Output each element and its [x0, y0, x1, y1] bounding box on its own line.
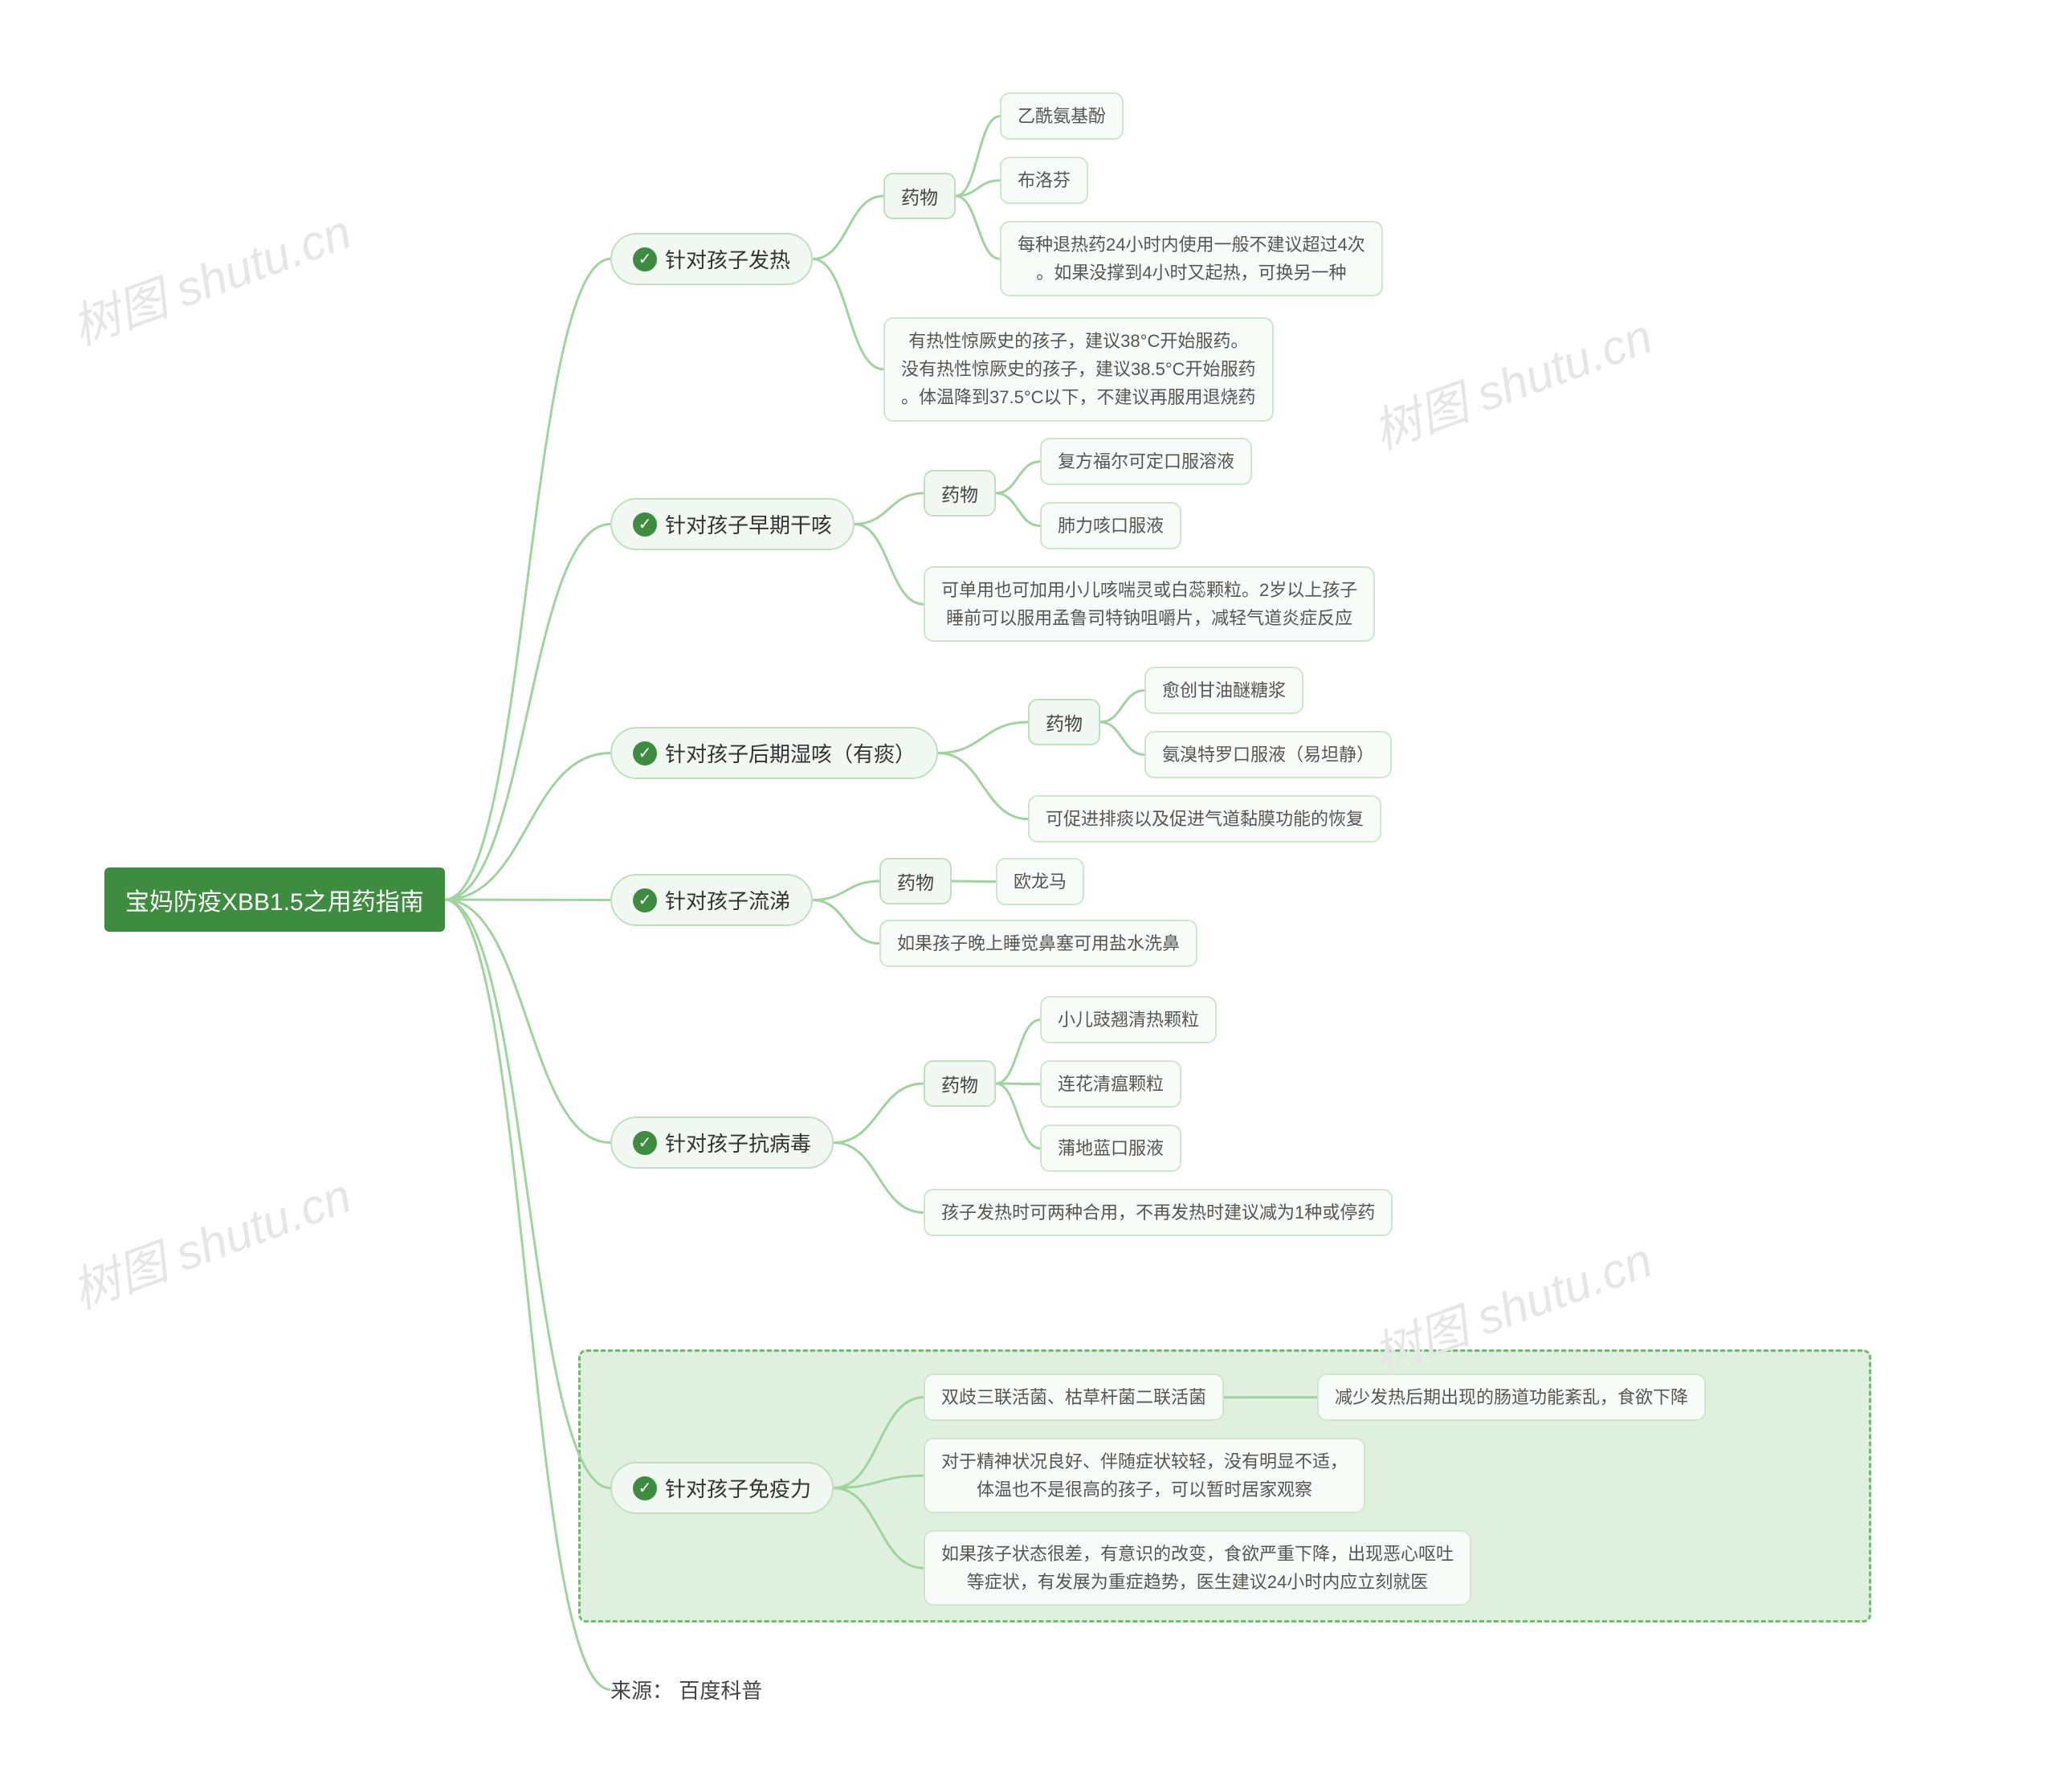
leaf-early-cough-drug-2[interactable]: 肺力咳口服液	[1040, 502, 1181, 549]
sub-label: 药物	[1046, 713, 1083, 734]
branch-late-cough[interactable]: ✓ 针对孩子后期湿咳（有痰）	[610, 727, 938, 779]
sub-label: 药物	[941, 1075, 978, 1096]
leaf-immunity-observe[interactable]: 对于精神状况良好、伴随症状较轻，没有明显不适，体温也不是很高的孩子，可以暂时居家…	[924, 1438, 1365, 1513]
sub-label: 药物	[901, 187, 938, 208]
check-icon: ✓	[633, 247, 657, 271]
leaf-runny-nose-drug-1[interactable]: 欧龙马	[996, 858, 1084, 905]
check-icon: ✓	[633, 512, 657, 537]
check-icon: ✓	[633, 741, 657, 765]
leaf-fever-drug-2[interactable]: 布洛芬	[1000, 157, 1088, 204]
leaf-label: 复方福尔可定口服溶液	[1058, 451, 1234, 471]
branch-label: 针对孩子免疫力	[665, 1473, 811, 1503]
root-node[interactable]: 宝妈防疫XBB1.5之用药指南	[104, 867, 445, 932]
leaf-label: 连花清瘟颗粒	[1058, 1074, 1164, 1094]
check-icon: ✓	[633, 888, 657, 912]
leaf-early-cough-note[interactable]: 可单用也可加用小儿咳喘灵或白蕊颗粒。2岁以上孩子睡前可以服用孟鲁司特钠咀嚼片，减…	[924, 566, 1375, 642]
sub-fever-drug[interactable]: 药物	[883, 173, 956, 219]
leaf-late-cough-note[interactable]: 可促进排痰以及促进气道黏膜功能的恢复	[1028, 795, 1381, 843]
branch-runny-nose[interactable]: ✓ 针对孩子流涕	[610, 874, 813, 926]
branch-label: 针对孩子早期干咳	[665, 509, 832, 539]
branch-early-cough[interactable]: ✓ 针对孩子早期干咳	[610, 498, 855, 550]
leaf-label: 布洛芬	[1018, 170, 1071, 190]
leaf-label: 乙酰氨基酚	[1018, 106, 1106, 126]
leaf-late-cough-drug-1[interactable]: 愈创甘油醚糖浆	[1144, 667, 1303, 714]
sub-label: 药物	[897, 872, 934, 893]
branch-label: 针对孩子抗病毒	[665, 1128, 811, 1157]
leaf-label: 可促进排痰以及促进气道黏膜功能的恢复	[1046, 809, 1364, 829]
leaf-immunity-probiotics-note[interactable]: 减少发热后期出现的肠道功能紊乱，食欲下降	[1317, 1374, 1706, 1421]
leaf-label: 可单用也可加用小儿咳喘灵或白蕊颗粒。2岁以上孩子睡前可以服用孟鲁司特钠咀嚼片，减…	[941, 580, 1357, 628]
branch-label: 针对孩子后期湿咳（有痰）	[665, 738, 916, 768]
leaf-antiviral-note[interactable]: 孩子发热时可两种合用，不再发热时建议减为1种或停药	[924, 1189, 1393, 1236]
leaf-label: 蒲地蓝口服液	[1058, 1138, 1164, 1158]
leaf-label: 有热性惊厥史的孩子，建议38°C开始服药。没有热性惊厥史的孩子，建议38.5°C…	[901, 331, 1256, 407]
leaf-late-cough-drug-2[interactable]: 氨溴特罗口服液（易坦静）	[1144, 731, 1392, 778]
leaf-fever-drug-1[interactable]: 乙酰氨基酚	[1000, 92, 1124, 140]
root-label: 宝妈防疫XBB1.5之用药指南	[125, 889, 424, 916]
leaf-label: 减少发热后期出现的肠道功能紊乱，食欲下降	[1335, 1387, 1688, 1407]
sub-late-cough-drug[interactable]: 药物	[1028, 699, 1100, 745]
leaf-label: 欧龙马	[1014, 872, 1067, 892]
check-icon: ✓	[633, 1476, 657, 1500]
sub-label: 药物	[941, 484, 978, 505]
leaf-immunity-emergency[interactable]: 如果孩子状态很差，有意识的改变，食欲严重下降，出现恶心呕吐等症状，有发展为重症趋…	[924, 1530, 1471, 1606]
leaf-fever-note[interactable]: 有热性惊厥史的孩子，建议38°C开始服药。没有热性惊厥史的孩子，建议38.5°C…	[883, 317, 1274, 422]
check-icon: ✓	[633, 1131, 657, 1155]
leaf-antiviral-drug-3[interactable]: 蒲地蓝口服液	[1040, 1125, 1181, 1172]
branch-label: 来源： 百度科普	[610, 1679, 762, 1703]
branch-label: 针对孩子流涕	[665, 885, 790, 915]
branch-source: 来源： 百度科普	[610, 1667, 762, 1712]
leaf-label: 愈创甘油醚糖浆	[1162, 680, 1286, 700]
sub-runny-nose-drug[interactable]: 药物	[879, 858, 952, 904]
leaf-runny-nose-note[interactable]: 如果孩子晚上睡觉鼻塞可用盐水洗鼻	[879, 920, 1197, 967]
branch-antiviral[interactable]: ✓ 针对孩子抗病毒	[610, 1116, 834, 1169]
leaf-early-cough-drug-1[interactable]: 复方福尔可定口服溶液	[1040, 438, 1252, 485]
leaf-label: 双歧三联活菌、枯草杆菌二联活菌	[941, 1387, 1206, 1407]
sub-early-cough-drug[interactable]: 药物	[924, 470, 996, 516]
leaf-label: 氨溴特罗口服液（易坦静）	[1162, 745, 1374, 765]
leaf-label: 如果孩子状态很差，有意识的改变，食欲严重下降，出现恶心呕吐等症状，有发展为重症趋…	[941, 1544, 1454, 1592]
leaf-label: 如果孩子晚上睡觉鼻塞可用盐水洗鼻	[897, 933, 1180, 953]
branch-immunity[interactable]: ✓ 针对孩子免疫力	[610, 1462, 834, 1514]
leaf-label: 肺力咳口服液	[1058, 516, 1164, 536]
leaf-fever-drug-3[interactable]: 每种退热药24小时内使用一般不建议超过4次。如果没撑到4小时又起热，可换另一种	[1000, 221, 1383, 296]
leaf-antiviral-drug-1[interactable]: 小儿豉翘清热颗粒	[1040, 996, 1217, 1043]
leaf-label: 每种退热药24小时内使用一般不建议超过4次。如果没撑到4小时又起热，可换另一种	[1018, 235, 1365, 283]
branch-label: 针对孩子发热	[665, 244, 790, 274]
leaf-antiviral-drug-2[interactable]: 连花清瘟颗粒	[1040, 1060, 1181, 1108]
leaf-label: 小儿豉翘清热颗粒	[1058, 1010, 1199, 1030]
branch-fever[interactable]: ✓ 针对孩子发热	[610, 233, 813, 285]
leaf-immunity-probiotics[interactable]: 双歧三联活菌、枯草杆菌二联活菌	[924, 1374, 1224, 1421]
leaf-label: 对于精神状况良好、伴随症状较轻，没有明显不适，体温也不是很高的孩子，可以暂时居家…	[941, 1451, 1348, 1500]
leaf-label: 孩子发热时可两种合用，不再发热时建议减为1种或停药	[941, 1202, 1375, 1223]
sub-antiviral-drug[interactable]: 药物	[924, 1060, 996, 1107]
